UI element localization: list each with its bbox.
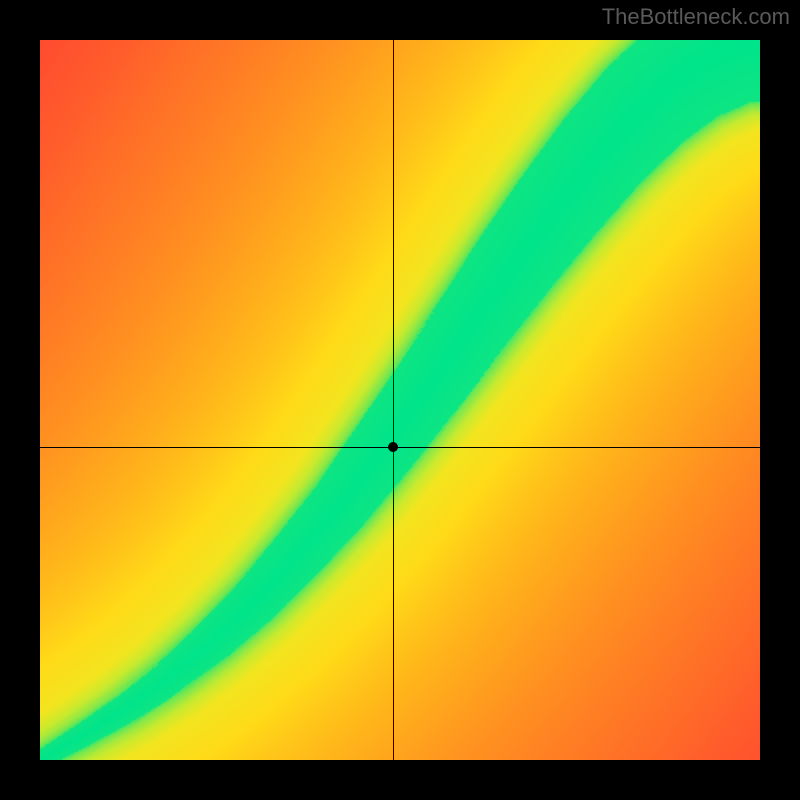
crosshair-vertical (393, 40, 394, 760)
watermark-text: TheBottleneck.com (602, 4, 790, 30)
crosshair-horizontal (40, 447, 760, 448)
heatmap-canvas (40, 40, 760, 760)
selection-point (388, 442, 398, 452)
bottleneck-heatmap (40, 40, 760, 760)
